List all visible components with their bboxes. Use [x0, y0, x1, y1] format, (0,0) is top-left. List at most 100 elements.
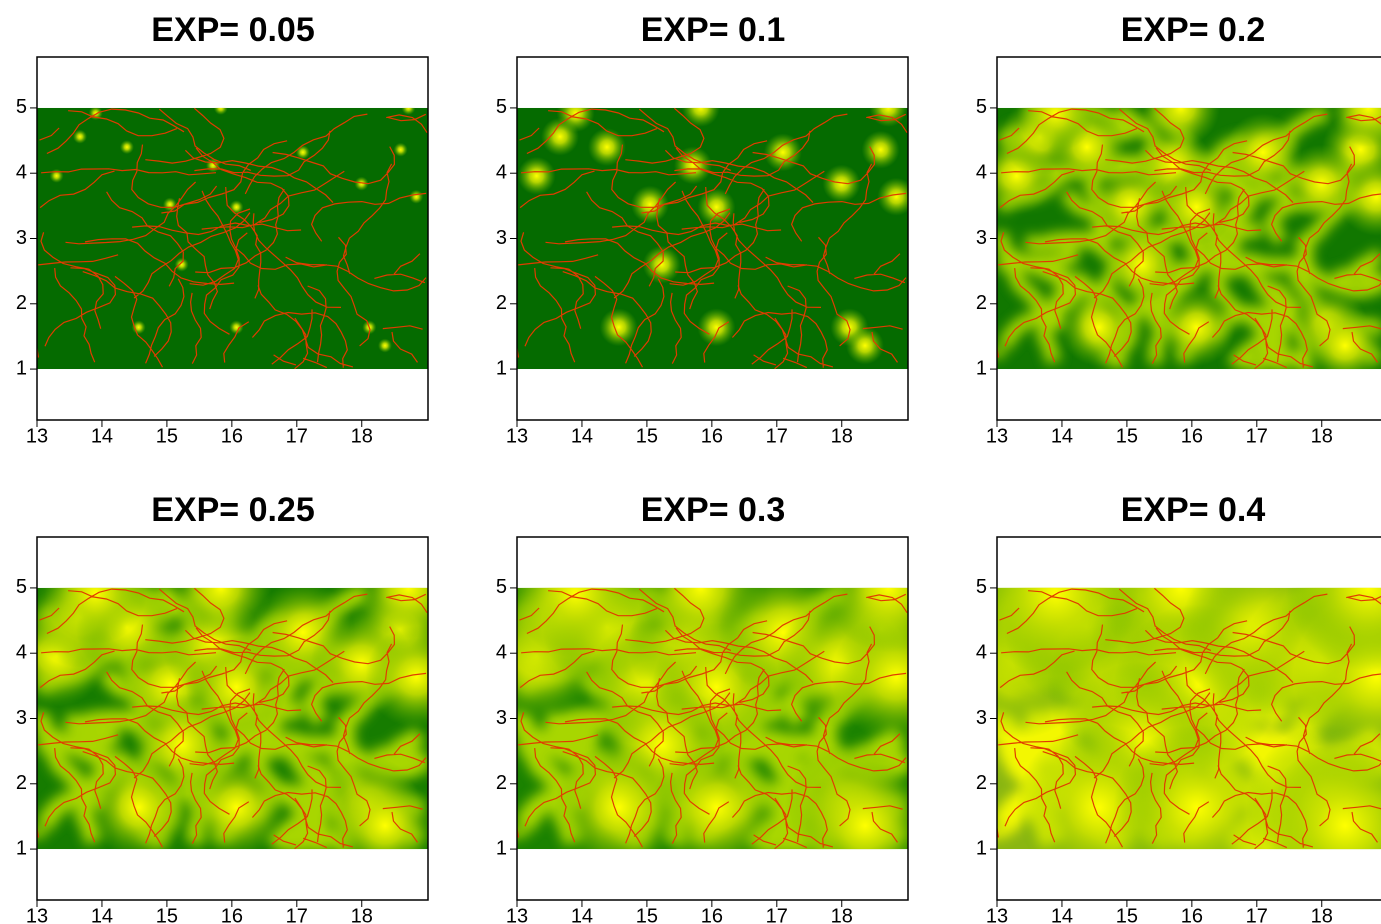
raster — [517, 89, 915, 369]
x-tick-label: 18 — [1311, 425, 1333, 447]
raster — [934, 505, 1381, 909]
y-tick-label: 4 — [496, 161, 507, 183]
x-tick-label: 15 — [636, 905, 658, 924]
panel: EXP= 0.212345131415161718 — [976, 11, 1381, 447]
y-tick-label: 2 — [16, 772, 27, 794]
x-tick-label: 16 — [1181, 425, 1203, 447]
y-tick-label: 4 — [16, 641, 27, 663]
hotspot — [378, 339, 392, 353]
hotspot — [120, 140, 134, 154]
hotspot — [846, 327, 884, 365]
hotspot — [1017, 74, 1095, 152]
hotspot — [557, 94, 595, 132]
hotspot — [1157, 288, 1235, 366]
y-tick-label: 1 — [16, 357, 27, 379]
hotspot — [518, 157, 556, 195]
y-tick-label: 5 — [16, 96, 27, 118]
x-tick-label: 13 — [26, 425, 48, 447]
page: {"chart_data": [ {"type": "raster", "tit… — [0, 0, 1381, 924]
raster — [6, 537, 468, 877]
y-tick-label: 4 — [16, 161, 27, 183]
panel-title: EXP= 0.2 — [1121, 11, 1266, 49]
panel-title: EXP= 0.4 — [1121, 491, 1266, 529]
hotspot — [869, 89, 907, 127]
y-tick-label: 3 — [16, 707, 27, 729]
x-tick-label: 18 — [831, 425, 853, 447]
x-tick-label: 18 — [831, 905, 853, 924]
hotspot — [394, 143, 408, 157]
panel-title: EXP= 0.05 — [151, 11, 315, 49]
x-tick-label: 15 — [1116, 425, 1138, 447]
x-tick-label: 16 — [221, 425, 243, 447]
y-tick-label: 5 — [16, 576, 27, 598]
y-tick-label: 5 — [976, 96, 987, 118]
hotspot — [73, 130, 87, 144]
panel-title: EXP= 0.25 — [151, 491, 315, 529]
x-tick-label: 14 — [571, 905, 593, 924]
y-tick-label: 2 — [976, 772, 987, 794]
y-tick-label: 5 — [976, 576, 987, 598]
y-tick-label: 1 — [976, 357, 987, 379]
x-tick-label: 14 — [1051, 905, 1073, 924]
x-tick-label: 14 — [571, 425, 593, 447]
x-tick-label: 16 — [701, 425, 723, 447]
y-tick-label: 4 — [976, 641, 987, 663]
x-tick-label: 18 — [1311, 905, 1333, 924]
x-tick-label: 17 — [286, 425, 308, 447]
y-tick-label: 5 — [496, 96, 507, 118]
y-tick-label: 5 — [496, 576, 507, 598]
hotspot — [401, 101, 415, 115]
x-tick-label: 15 — [1116, 905, 1138, 924]
panel-title: EXP= 0.1 — [641, 11, 786, 49]
x-tick-label: 17 — [1246, 425, 1268, 447]
raster — [37, 101, 428, 369]
y-tick-label: 3 — [16, 227, 27, 249]
hotspot — [511, 529, 640, 658]
panel: EXP= 0.312345131415161718 — [472, 491, 961, 924]
y-tick-label: 4 — [976, 161, 987, 183]
y-tick-label: 3 — [976, 707, 987, 729]
raster — [472, 523, 961, 890]
y-tick-label: 3 — [496, 707, 507, 729]
hotspot — [697, 308, 735, 346]
hotspot — [409, 190, 423, 204]
x-tick-label: 18 — [351, 425, 373, 447]
x-tick-label: 15 — [156, 425, 178, 447]
hotspot — [163, 198, 177, 212]
x-tick-label: 17 — [1246, 905, 1268, 924]
y-tick-label: 1 — [16, 837, 27, 859]
x-tick-label: 18 — [351, 905, 373, 924]
x-tick-label: 17 — [286, 905, 308, 924]
hotspot — [214, 101, 228, 115]
y-tick-label: 1 — [496, 837, 507, 859]
y-tick-label: 4 — [496, 641, 507, 663]
y-tick-label: 1 — [976, 837, 987, 859]
hotspot — [50, 169, 64, 183]
hotspot — [682, 89, 720, 127]
y-tick-label: 2 — [496, 772, 507, 794]
y-tick-label: 2 — [976, 292, 987, 314]
hotspot — [132, 320, 146, 334]
raster — [978, 69, 1381, 385]
x-tick-label: 13 — [506, 905, 528, 924]
figure: EXP= 0.0512345131415161718EXP= 0.1123451… — [0, 0, 1381, 924]
hotspot — [1306, 307, 1381, 385]
hotspot — [824, 523, 953, 652]
x-tick-label: 16 — [701, 905, 723, 924]
hotspot — [185, 756, 287, 858]
x-tick-label: 17 — [766, 425, 788, 447]
hotspot — [334, 775, 436, 877]
y-tick-label: 3 — [976, 227, 987, 249]
panel-title: EXP= 0.3 — [641, 491, 786, 529]
hotspot — [652, 743, 781, 872]
x-tick-label: 13 — [986, 425, 1008, 447]
hotspot — [862, 131, 900, 169]
x-tick-label: 13 — [506, 425, 528, 447]
y-tick-label: 2 — [16, 292, 27, 314]
y-tick-label: 3 — [496, 227, 507, 249]
hotspot — [357, 537, 459, 639]
y-tick-label: 2 — [496, 292, 507, 314]
